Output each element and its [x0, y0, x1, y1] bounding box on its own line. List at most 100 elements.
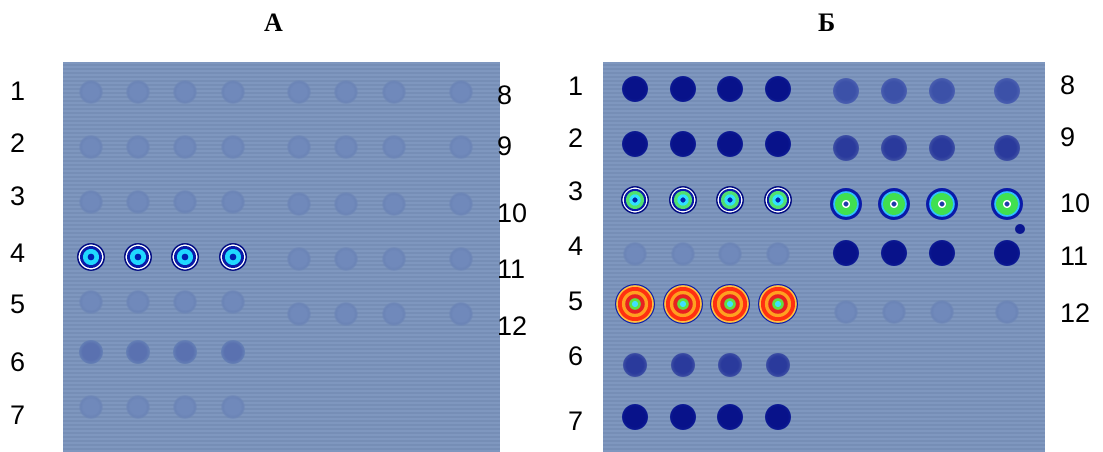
sample-spot: [221, 340, 245, 364]
sample-spot: [126, 190, 150, 214]
sample-spot: [124, 243, 152, 271]
panel-b-image: [603, 62, 1045, 452]
sample-spot: [995, 300, 1019, 324]
panel-a-row-label: 10: [497, 198, 528, 228]
sample-spot: [221, 80, 245, 104]
sample-spot: [881, 78, 907, 104]
sample-spot: [79, 340, 103, 364]
sample-spot: [765, 131, 791, 157]
sample-spot: [881, 240, 907, 266]
panel-b-row-label: 6: [568, 341, 584, 371]
sample-spot: [833, 135, 859, 161]
sample-spot: [449, 135, 473, 159]
panel-b-title: Б: [818, 8, 836, 37]
panel-a-row-label: 11: [497, 254, 526, 284]
sample-spot: [882, 300, 906, 324]
panel-a-row-label: 8: [497, 80, 513, 110]
sample-spot: [716, 186, 744, 214]
sample-spot: [173, 135, 197, 159]
sample-spot: [834, 300, 858, 324]
sample-spot: [173, 290, 197, 314]
sample-spot: [718, 353, 742, 377]
panel-b-row-label: 9: [1060, 122, 1076, 152]
sample-spot: [994, 240, 1020, 266]
sample-spot: [622, 131, 648, 157]
sample-spot: [717, 404, 743, 430]
sample-spot: [287, 80, 311, 104]
sample-spot: [334, 247, 358, 271]
sample-spot: [930, 300, 954, 324]
panel-a-row-label: 2: [10, 128, 26, 158]
sample-spot: [717, 76, 743, 102]
sample-spot: [623, 353, 647, 377]
sample-spot: [173, 340, 197, 364]
panel-b-row-label: 2: [568, 123, 584, 153]
panel-b-row-label: 11: [1060, 241, 1089, 271]
panel-a-row-label: 6: [10, 347, 26, 377]
panel-b-row-label: 3: [568, 176, 584, 206]
sample-spot: [926, 188, 958, 220]
sample-spot: [334, 302, 358, 326]
sample-spot: [126, 80, 150, 104]
sample-spot: [766, 242, 790, 266]
panel-b-row-label: 7: [568, 406, 584, 436]
sample-spot: [382, 247, 406, 271]
sample-spot: [79, 395, 103, 419]
sample-spot: [717, 131, 743, 157]
panel-a-row-label: 5: [10, 289, 26, 319]
panel-b-row-label: 4: [568, 231, 584, 261]
sample-spot: [765, 404, 791, 430]
sample-spot: [766, 353, 790, 377]
sample-spot: [615, 284, 655, 324]
sample-spot: [622, 76, 648, 102]
sample-spot: [79, 80, 103, 104]
sample-spot: [171, 243, 199, 271]
panel-b-row-label: 5: [568, 286, 584, 316]
sample-spot: [221, 290, 245, 314]
sample-spot: [173, 190, 197, 214]
sample-spot: [382, 135, 406, 159]
sample-spot: [449, 80, 473, 104]
sample-spot: [173, 395, 197, 419]
sample-spot: [287, 302, 311, 326]
sample-spot: [710, 284, 750, 324]
sample-spot: [334, 135, 358, 159]
sample-spot: [881, 135, 907, 161]
sample-spot: [219, 243, 247, 271]
panel-a-image: [63, 62, 500, 452]
sample-spot: [287, 135, 311, 159]
sample-spot: [221, 190, 245, 214]
sample-spot: [382, 80, 406, 104]
panel-a-row-label: 7: [10, 400, 26, 430]
sample-spot: [382, 192, 406, 216]
panel-a-row-label: 12: [497, 311, 528, 341]
sample-spot: [334, 80, 358, 104]
panel-b-row-label: 10: [1060, 188, 1091, 218]
sample-spot: [221, 135, 245, 159]
sample-spot: [79, 290, 103, 314]
sample-spot: [173, 80, 197, 104]
sample-spot: [671, 353, 695, 377]
sample-spot: [671, 242, 695, 266]
sample-spot: [126, 290, 150, 314]
sample-spot: [287, 247, 311, 271]
sample-spot: [833, 78, 859, 104]
sample-spot: [718, 242, 742, 266]
sample-spot: [621, 186, 649, 214]
sample-spot: [663, 284, 703, 324]
sample-spot: [994, 135, 1020, 161]
sample-spot: [670, 76, 696, 102]
sample-spot: [449, 192, 473, 216]
sample-spot: [994, 78, 1020, 104]
sample-spot: [929, 78, 955, 104]
sample-spot: [79, 135, 103, 159]
panel-b-row-label: 8: [1060, 70, 1076, 100]
sample-spot: [221, 395, 245, 419]
sample-spot: [670, 131, 696, 157]
sample-spot: [449, 247, 473, 271]
sample-spot: [929, 135, 955, 161]
panel-a-row-label: 4: [10, 238, 26, 268]
sample-spot: [669, 186, 697, 214]
sample-spot: [830, 188, 862, 220]
sample-spot: [77, 243, 105, 271]
